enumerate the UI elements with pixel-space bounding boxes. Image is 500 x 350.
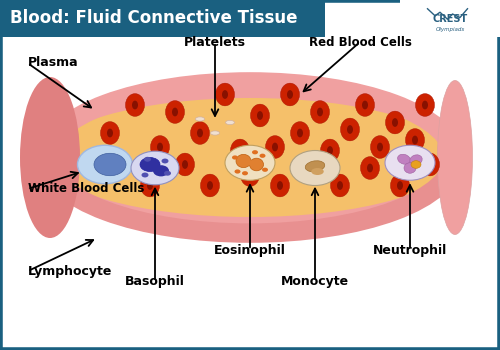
Ellipse shape [306,161,324,172]
Ellipse shape [377,143,383,151]
Circle shape [385,145,435,180]
Ellipse shape [207,181,213,190]
Ellipse shape [392,118,398,127]
Ellipse shape [172,107,178,117]
Ellipse shape [277,181,283,190]
Ellipse shape [287,90,293,99]
Ellipse shape [126,93,144,117]
Circle shape [140,158,160,172]
Ellipse shape [236,154,251,168]
Circle shape [164,171,171,176]
Ellipse shape [210,131,220,135]
Ellipse shape [222,90,228,99]
Text: Plasma: Plasma [28,56,78,70]
Ellipse shape [404,163,416,173]
Ellipse shape [406,129,424,151]
FancyBboxPatch shape [400,0,500,37]
Ellipse shape [230,139,250,162]
Ellipse shape [20,77,80,238]
Ellipse shape [327,146,333,155]
Ellipse shape [100,122,119,144]
Ellipse shape [132,101,138,110]
Circle shape [94,153,126,176]
Text: Platelets: Platelets [184,35,246,49]
Text: White Blood Cells: White Blood Cells [28,182,144,196]
Ellipse shape [200,174,220,197]
Circle shape [290,150,340,186]
Ellipse shape [310,100,330,124]
Circle shape [131,151,179,185]
Ellipse shape [356,93,374,117]
Ellipse shape [197,129,203,137]
Text: Neutrophil: Neutrophil [373,244,447,257]
Circle shape [142,173,148,177]
Circle shape [153,165,169,176]
Ellipse shape [427,160,433,169]
Ellipse shape [367,164,373,173]
Ellipse shape [147,181,153,190]
Ellipse shape [150,135,170,158]
Ellipse shape [46,98,454,217]
Ellipse shape [398,154,410,164]
Circle shape [232,155,238,160]
Ellipse shape [416,93,434,117]
Ellipse shape [410,155,422,165]
Ellipse shape [420,153,440,176]
Ellipse shape [250,104,270,127]
Text: Blood: Fluid Connective Tissue: Blood: Fluid Connective Tissue [10,9,298,27]
Ellipse shape [190,122,210,144]
Ellipse shape [307,164,313,173]
Ellipse shape [280,83,299,106]
Ellipse shape [107,129,113,137]
Ellipse shape [340,118,359,141]
Ellipse shape [347,125,353,134]
Ellipse shape [297,129,303,137]
Text: Basophil: Basophil [125,275,185,288]
Ellipse shape [311,168,324,175]
Ellipse shape [438,80,472,235]
Ellipse shape [246,160,254,166]
Ellipse shape [140,174,160,197]
Ellipse shape [247,171,253,179]
Ellipse shape [40,75,460,240]
Ellipse shape [337,181,343,190]
Text: Eosinophil: Eosinophil [214,244,286,257]
Ellipse shape [226,120,234,125]
Ellipse shape [397,181,403,190]
Ellipse shape [176,153,195,176]
Circle shape [262,168,268,172]
Text: Monocyte: Monocyte [281,275,349,288]
Ellipse shape [362,101,368,110]
Circle shape [78,145,132,184]
Ellipse shape [270,174,289,197]
Ellipse shape [117,164,123,173]
Circle shape [162,159,168,163]
Ellipse shape [266,135,284,158]
FancyBboxPatch shape [0,0,325,37]
Ellipse shape [370,135,390,158]
Ellipse shape [422,101,428,110]
Ellipse shape [320,139,340,162]
Ellipse shape [272,143,278,151]
Ellipse shape [250,158,264,171]
Ellipse shape [386,111,404,134]
Ellipse shape [110,157,130,179]
Ellipse shape [257,111,263,120]
Ellipse shape [300,157,320,179]
Circle shape [144,157,151,162]
Ellipse shape [290,122,310,144]
Ellipse shape [411,161,421,168]
Ellipse shape [390,174,409,197]
Circle shape [234,169,240,174]
Ellipse shape [157,143,163,151]
Text: Red Blood Cells: Red Blood Cells [308,35,412,49]
Circle shape [225,145,275,180]
Ellipse shape [360,157,380,179]
Circle shape [260,154,266,158]
Text: Lymphocyte: Lymphocyte [28,265,112,278]
Ellipse shape [166,100,184,124]
Text: CREST: CREST [432,14,468,24]
Ellipse shape [330,174,349,197]
Ellipse shape [317,107,323,117]
